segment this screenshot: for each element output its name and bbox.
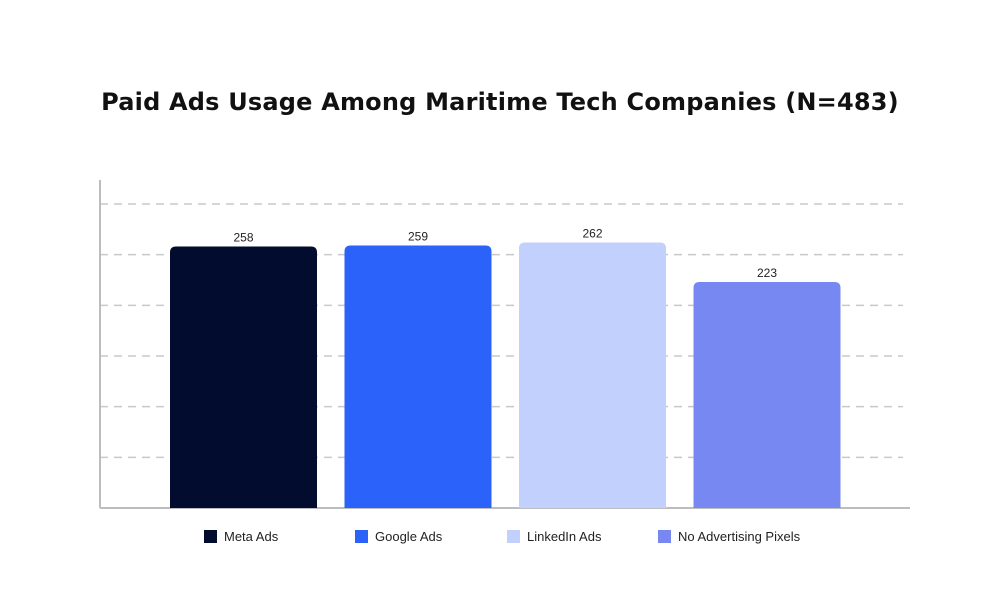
- legend-label: LinkedIn Ads: [527, 529, 602, 544]
- legend-swatch: [507, 530, 520, 543]
- legend-swatch: [204, 530, 217, 543]
- legend-label: Google Ads: [375, 529, 443, 544]
- legend-item-no-advertising-pixels: No Advertising Pixels: [658, 529, 800, 544]
- legend-swatch: [658, 530, 671, 543]
- legend-label: No Advertising Pixels: [678, 529, 801, 544]
- legend-label: Meta Ads: [224, 529, 279, 544]
- bar-google-ads: [344, 245, 492, 508]
- legend: Meta Ads Google Ads LinkedIn Ads No Adve…: [0, 529, 1000, 549]
- data-label: 262: [582, 227, 602, 241]
- legend-swatch: [355, 530, 368, 543]
- legend-item-meta-ads: Meta Ads: [204, 529, 278, 544]
- legend-item-linkedin-ads: LinkedIn Ads: [507, 529, 601, 544]
- bar-meta-ads: [170, 246, 317, 508]
- data-label: 259: [408, 230, 428, 244]
- chart-title: Paid Ads Usage Among Maritime Tech Compa…: [101, 88, 899, 116]
- bar-no-advertising-pixels: [693, 282, 841, 508]
- legend-item-google-ads: Google Ads: [355, 529, 442, 544]
- bar-linkedin-ads: [519, 242, 666, 509]
- data-label: 223: [757, 266, 777, 280]
- data-label: 258: [233, 231, 253, 245]
